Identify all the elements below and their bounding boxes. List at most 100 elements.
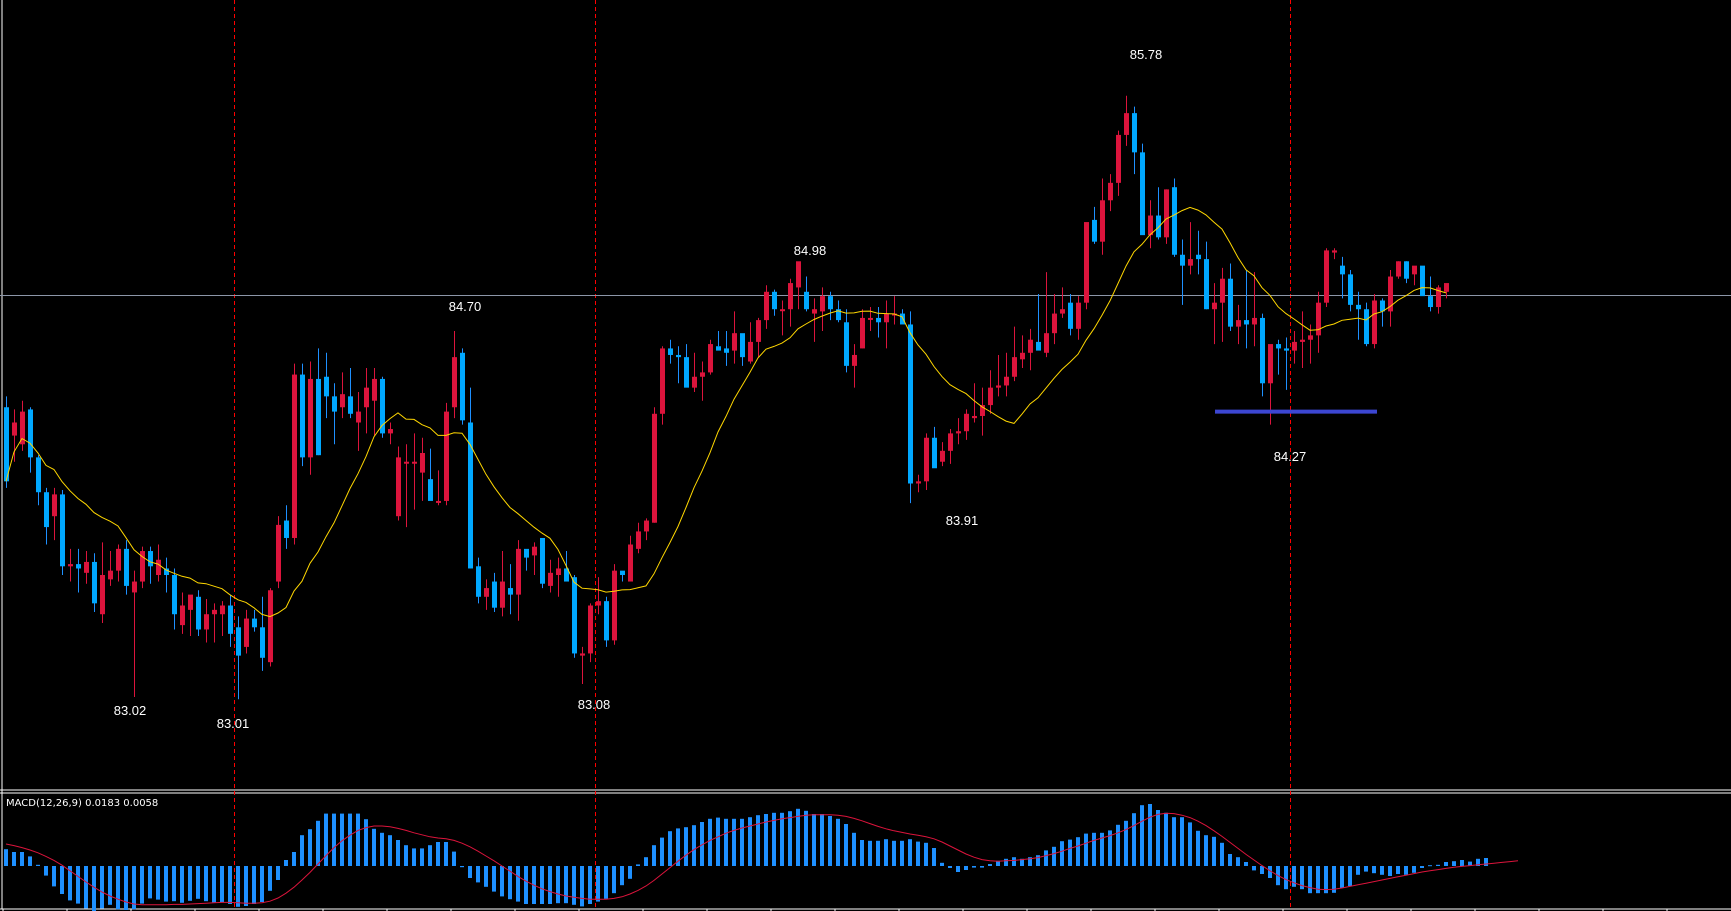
macd-histogram-bar (1300, 866, 1304, 890)
bear-candle (324, 376, 329, 397)
macd-indicator-label: MACD(12,26,9) 0.0183 0.0058 (6, 798, 159, 809)
bull-candle (1028, 339, 1033, 353)
bull-candle (1148, 215, 1153, 236)
bull-candle (1332, 250, 1337, 253)
bear-candle (1036, 341, 1041, 351)
macd-histogram-bar (1412, 866, 1416, 873)
macd-histogram-bar (596, 866, 600, 902)
macd-histogram-bar (628, 866, 632, 879)
macd-histogram-bar (1380, 866, 1384, 875)
bull-candle (532, 546, 537, 556)
macd-histogram-bar (132, 866, 136, 910)
macd-histogram-bar (476, 866, 480, 883)
bull-candle (1124, 113, 1129, 135)
bull-candle (100, 575, 105, 615)
macd-histogram-bar (916, 841, 920, 866)
bull-candle (132, 581, 137, 593)
bull-candle (748, 341, 753, 362)
bull-candle (188, 594, 193, 610)
macd-histogram-bar (292, 852, 296, 866)
bull-candle (972, 415, 977, 419)
macd-histogram-bar (1020, 858, 1024, 866)
bull-candle (652, 413, 657, 523)
bull-candle (116, 548, 121, 571)
bear-candle (300, 374, 305, 458)
macd-histogram-bar (1404, 866, 1408, 875)
macd-histogram-bar (732, 818, 736, 866)
macd-histogram-bar (1364, 866, 1368, 872)
macd-histogram-bar (588, 866, 592, 904)
bull-candle (1324, 250, 1329, 303)
macd-histogram-bar (396, 840, 400, 866)
macd-histogram-bar (188, 866, 192, 901)
bull-candle (220, 605, 225, 615)
macd-histogram-bar (348, 813, 352, 866)
macd-histogram-bar (572, 866, 576, 905)
bull-candle (356, 411, 361, 423)
bull-candle (412, 461, 417, 464)
bear-candle (1180, 254, 1185, 266)
bull-candle (1076, 302, 1081, 329)
macd-histogram-bar (948, 866, 952, 868)
macd-histogram-bar (820, 814, 824, 866)
bull-candle (644, 520, 649, 532)
macd-histogram-bar (828, 816, 832, 866)
bull-candle (436, 500, 441, 503)
bull-candle (820, 296, 825, 312)
macd-histogram-bar (1476, 858, 1480, 866)
bear-candle (468, 422, 473, 569)
macd-histogram-bar (548, 866, 552, 904)
bull-candle (660, 348, 665, 414)
macd-histogram-bar (508, 866, 512, 900)
moving-average-line (5, 206, 1447, 618)
macd-histogram-bar (44, 866, 48, 876)
macd-histogram-bar (1044, 850, 1048, 866)
macd-histogram-bar (756, 815, 760, 866)
bull-candle (444, 411, 449, 501)
macd-histogram-bar (956, 866, 960, 872)
macd-histogram-bar (60, 866, 64, 894)
bear-candle (348, 396, 353, 414)
bull-candle (68, 564, 73, 567)
bull-candle (1220, 278, 1225, 303)
macd-histogram-bar (388, 835, 392, 866)
bull-candle (1084, 222, 1089, 303)
bull-candle (156, 559, 161, 576)
macd-histogram-bar (12, 852, 16, 866)
macd-histogram-bar (260, 866, 264, 902)
macd-histogram-bar (852, 832, 856, 866)
macd-histogram-bar (140, 866, 144, 904)
macd-histogram-bar (996, 860, 1000, 866)
bear-candle (1420, 265, 1425, 297)
macd-histogram-bar (804, 810, 808, 866)
macd-histogram-bar (1292, 866, 1296, 887)
macd-histogram-bar (924, 842, 928, 866)
macd-histogram-bar (404, 845, 408, 866)
macd-histogram-bar (84, 866, 88, 909)
bull-candle (1388, 276, 1393, 312)
macd-histogram-bar (556, 866, 560, 904)
macd-histogram-bar (452, 851, 456, 866)
macd-histogram-bar (340, 813, 344, 866)
bull-candle (988, 387, 993, 406)
bear-candle (1340, 265, 1345, 275)
macd-histogram-bar (1484, 858, 1488, 866)
macd-histogram-bar (772, 812, 776, 866)
price-annotation: 83.01 (216, 716, 250, 731)
bear-candle (836, 309, 841, 321)
macd-histogram-bar (988, 864, 992, 866)
bear-candle (1244, 320, 1249, 325)
bear-candle (1260, 317, 1265, 384)
macd-histogram-bar (836, 818, 840, 866)
bull-candle (244, 618, 249, 647)
bear-candle (876, 317, 881, 323)
macd-histogram-bar (1228, 854, 1232, 866)
price-annotation: 84.27 (1273, 449, 1307, 464)
bull-candle (796, 261, 801, 288)
macd-histogram-bar (444, 842, 448, 866)
bull-candle (1300, 339, 1305, 342)
bull-candle (788, 283, 793, 310)
bull-candle (308, 378, 313, 458)
macd-histogram-bar (972, 866, 976, 868)
